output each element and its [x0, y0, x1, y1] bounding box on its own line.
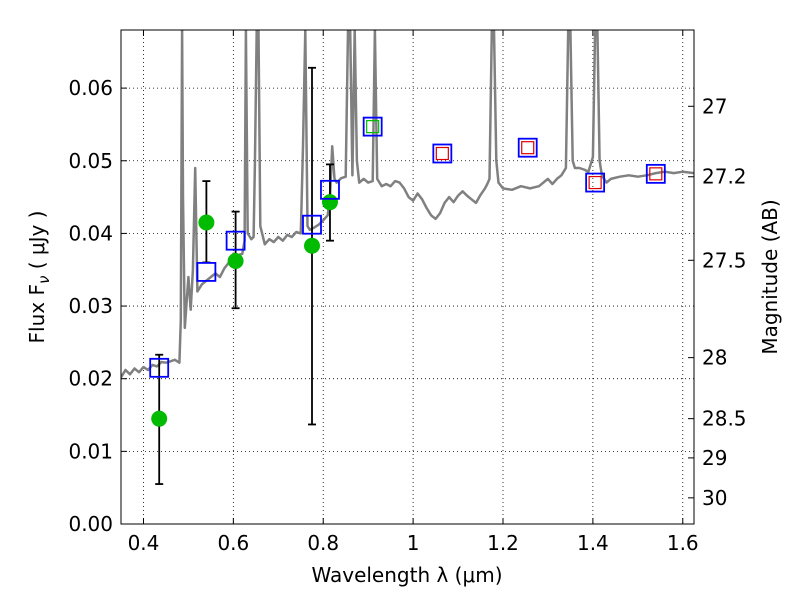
- y-tick-label: 0.02: [68, 367, 113, 391]
- model-point: [302, 214, 322, 235]
- observed-point: [321, 194, 338, 211]
- y-tick-label: 0.00: [68, 512, 113, 536]
- observed-point: [227, 253, 244, 270]
- plot-frame: [120, 29, 695, 525]
- right-tick-label: 30: [702, 486, 727, 510]
- model-point: [645, 163, 666, 184]
- model-point: [362, 116, 383, 137]
- y-label-nu: ν: [35, 276, 53, 284]
- x-axis-label: Wavelength λ (μm): [311, 563, 502, 587]
- x-tick-label: 1: [407, 531, 420, 555]
- inner-marker: [588, 175, 602, 190]
- y-axis-right: 27 27.2 27.5 28 28.5 29 30: [688, 94, 747, 510]
- y-tick-label: 0.04: [68, 221, 113, 245]
- inner-marker: [521, 141, 535, 155]
- observed-point: [198, 214, 215, 231]
- model-point: [196, 262, 217, 282]
- right-tick-label: 28.5: [702, 407, 747, 431]
- y-label-flux: Flux F: [25, 284, 49, 343]
- y-tick-label: 0.03: [68, 294, 113, 318]
- right-tick-label: 27.5: [702, 248, 747, 272]
- plot-background: [121, 30, 694, 524]
- x-tick-label: 0.8: [307, 531, 339, 555]
- y-label-unit: ( μJy ): [25, 211, 49, 276]
- right-tick-label: 27.2: [702, 165, 747, 189]
- model-point: [225, 230, 246, 251]
- inner-marker: [366, 120, 380, 134]
- y-axis-label-right: Magnitude (AB): [758, 199, 782, 354]
- points-layer: [149, 66, 666, 485]
- model-point: [585, 172, 606, 193]
- x-tick-label: 1.2: [487, 531, 519, 555]
- observed-point: [304, 237, 320, 254]
- y-tick-label: 0.06: [68, 76, 113, 100]
- model-point: [517, 137, 538, 158]
- inner-marker: [435, 146, 449, 161]
- model-point: [149, 357, 170, 378]
- x-tick-label: 0.4: [128, 531, 160, 555]
- spectrum-line: [121, 30, 694, 378]
- right-tick-label: 28: [702, 346, 727, 370]
- observed-point: [151, 410, 168, 427]
- inner-marker: [649, 167, 663, 181]
- y-tick-label: 0.05: [68, 149, 113, 173]
- y-axis-left: 0.00 0.01 0.02 0.03 0.04 0.05 0.06: [68, 76, 127, 536]
- x-tick-label: 0.6: [217, 531, 249, 555]
- x-tick-label: 1.4: [577, 531, 609, 555]
- x-tick-label: 1.6: [667, 531, 699, 555]
- spectrum-layer: [121, 30, 694, 378]
- y-tick-label: 0.01: [68, 439, 113, 463]
- x-axis: 0.4 0.6 0.8 1 1.2 1.4 1.6: [128, 30, 699, 555]
- y-axis-label-left: Flux Fν ( μJy ): [25, 211, 53, 344]
- svg-text:Flux Fν ( μJy ): Flux Fν ( μJy ): [25, 211, 53, 344]
- right-tick-label: 27: [702, 94, 727, 118]
- model-point: [320, 179, 340, 200]
- right-tick-label: 29: [702, 446, 727, 470]
- model-point: [432, 143, 453, 164]
